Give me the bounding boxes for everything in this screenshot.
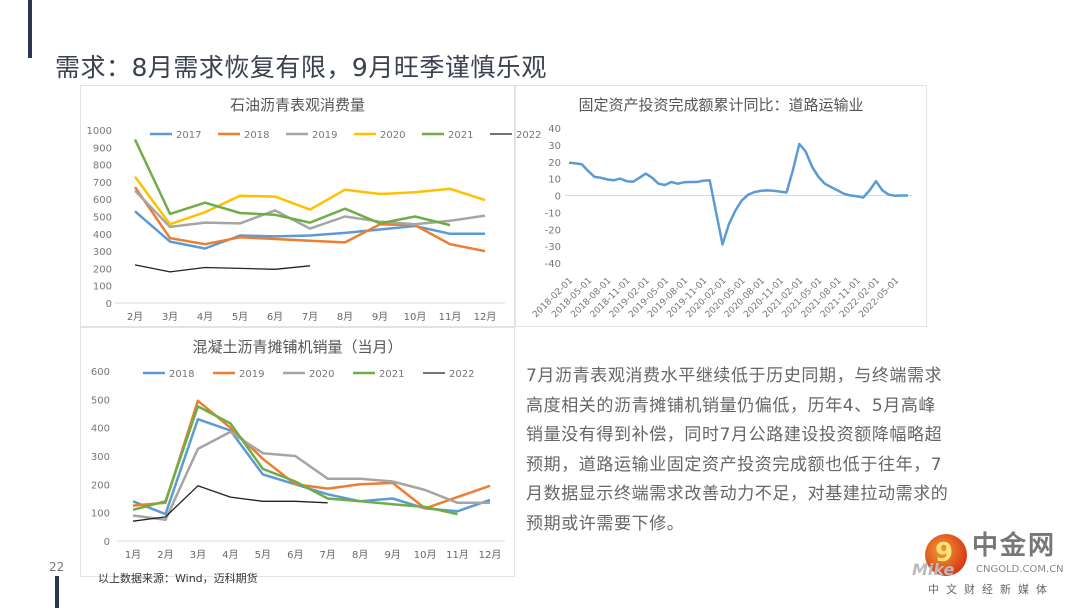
y-tick-label: 0 [104,537,110,548]
x-tick-label: 10月 [414,549,437,561]
x-tick-label: 7月 [302,311,318,323]
x-tick-label: 9月 [384,549,400,561]
cngold-logo: 9 Mike 中金网 CNGOLD.COM.CN 中文财经新媒体 [912,531,1080,608]
y-tick-label: -10 [545,208,561,219]
decor-bar-top [28,0,32,58]
y-tick-label: 700 [93,178,112,189]
x-tick-label: 5月 [232,311,248,323]
paragraph-line: 销量没有得到补偿，同时7月公路建设投资额降幅略超 [526,425,943,445]
chart-panel-paver-sales: 混凝土沥青摊铺机销量（当月） [80,327,515,577]
y-tick-label: 400 [91,424,110,435]
series-line-2021 [133,138,451,227]
y-tick-label: 600 [91,367,110,378]
series-line-2022 [134,264,311,273]
legend-label: 2022 [449,369,474,380]
series-line-2018 [133,186,486,253]
x-tick-label: 2月 [157,549,173,561]
series-line-2019 [132,399,491,510]
series-line-2020 [133,175,486,226]
series-line-2021 [132,405,458,516]
logo-subtitle: 中文财经新媒体 [928,583,1054,596]
y-tick-label: 100 [91,509,110,520]
legend-label: 2021 [379,369,404,380]
x-tick-label: 11月 [446,549,469,561]
series-line-2022 [132,485,328,522]
legend-label: 2022 [516,130,541,141]
y-tick-label: 30 [548,141,561,152]
x-tick-label: 3月 [190,549,206,561]
logo-main-text: 中金网 [972,531,1057,561]
y-tick-label: -30 [545,242,561,253]
x-tick-label: 6月 [287,549,303,561]
y-tick-label: 400 [93,230,112,241]
y-tick-label: 40 [548,124,561,135]
y-tick-label: 200 [93,264,112,275]
x-tick-label: 1月 [125,549,141,561]
y-tick-label: -40 [545,259,561,270]
y-tick-label: 1000 [87,126,112,137]
y-tick-label: 900 [93,143,112,154]
legend-label: 2018 [244,130,269,141]
logo-emblem-icon: 9 [925,534,967,576]
y-tick-label: 600 [93,195,112,206]
y-tick-label: 0 [555,192,561,203]
paragraph-line: 高度相关的沥青摊铺机销量仍偏低，历年4、5月高峰 [526,395,937,416]
decor-bar-bottom [55,576,59,608]
x-tick-label: 8月 [337,311,353,323]
legend-label: 2020 [380,130,405,141]
y-tick-label: 500 [93,213,112,224]
paragraph-line: 预期或许需要下修。 [526,513,685,534]
x-tick-label: 12月 [479,549,502,561]
chart-title: 混凝土沥青摊铺机销量（当月） [192,338,403,356]
y-tick-label: 100 [93,282,112,293]
x-tick-label: 8月 [352,549,368,561]
series-line-2019 [134,189,486,230]
x-tick-label: 6月 [267,311,283,323]
y-tick-label: 800 [93,161,112,172]
y-tick-label: 500 [91,395,110,406]
x-tick-label: 11月 [439,311,462,323]
y-tick-label: 200 [91,480,110,491]
x-tick-label: 7月 [320,549,336,561]
x-tick-label: 12月 [474,311,497,323]
y-tick-label: 300 [91,452,110,463]
paragraph-line: 月数据显示终端需求改善动力不足，对基建拉动需求的 [526,484,949,504]
series-line-2020 [132,430,490,522]
legend-label: 2021 [448,130,473,141]
analysis-paragraph: 7月沥青表观消费水平继续低于历史同期，与终端需求 高度相关的沥青摊铺机销量仍偏低… [526,362,966,539]
page-title: 需求：8月需求恢复有限，9月旺季谨慎乐观 [55,53,547,82]
data-source-note: 以上数据来源：Wind，迈科期货 [98,572,258,585]
legend-label: 2018 [169,369,194,380]
y-tick-label: 10 [548,175,561,186]
legend-label: 2017 [176,130,201,141]
x-tick-label: 9月 [372,311,388,323]
legend-label: 2019 [239,369,264,380]
x-tick-label: 3月 [162,311,178,323]
x-tick-label: 4月 [222,549,238,561]
paragraph-line: 预期，道路运输业固定资产投资完成额也低于往年，7 [526,454,943,475]
x-tick-label: 5月 [255,549,271,561]
y-tick-label: 20 [548,158,561,169]
x-tick-label: 4月 [197,311,213,323]
chart-title: 石油沥青表观消费量 [229,96,365,114]
logo-url: CNGOLD.COM.CN [976,564,1064,575]
y-tick-label: 0 [106,299,112,310]
series-line-2017 [134,210,485,250]
y-tick-label: -20 [545,225,561,236]
paragraph-line: 7月沥青表观消费水平继续低于历史同期，与终端需求 [526,366,943,386]
legend-label: 2019 [312,130,337,141]
legend-label: 2020 [309,369,334,380]
x-tick-label: 2月 [127,311,143,323]
chart-title: 固定资产投资完成额累计同比：道路运输业 [578,96,864,114]
page-number: 22 [49,560,65,574]
logo-mike-text: Mike [912,560,955,579]
y-tick-label: 300 [93,247,112,258]
chart-panel-road-investment: 固定资产投资完成额累计同比：道路运输业 [515,85,927,327]
x-tick-label: 10月 [404,311,427,323]
series-line-道路运输业 [568,142,908,246]
